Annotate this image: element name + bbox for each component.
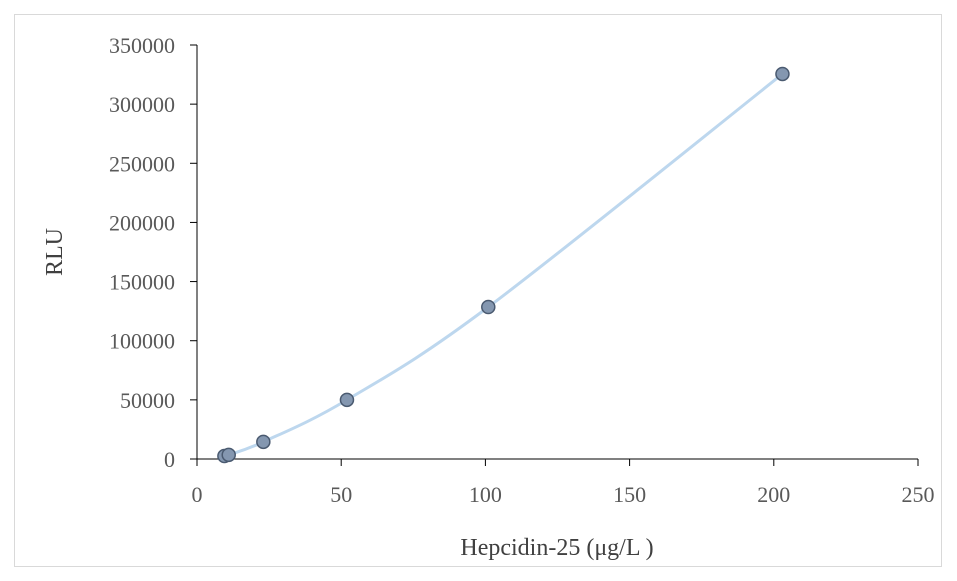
data-point	[775, 66, 790, 82]
trend-line	[222, 72, 784, 458]
y-tick-label: 150000	[109, 270, 175, 295]
label-layer: 0 50000 100000 150000 200000 250000 300000 3500…	[109, 33, 935, 507]
y-axis-title: RLU	[42, 228, 68, 276]
y-tick-label: 50000	[120, 388, 175, 413]
data-point	[221, 447, 236, 463]
y-tick-label: 100000	[109, 329, 175, 354]
x-tick-label: 200	[757, 482, 790, 507]
y-tick-label: 350000	[109, 33, 175, 58]
data-point	[256, 434, 271, 450]
x-tick-label: 150	[613, 482, 646, 507]
x-tick-label: 250	[902, 482, 935, 507]
y-tick-label: 200000	[109, 210, 175, 235]
y-tick-label: 0	[164, 447, 175, 472]
points-layer	[217, 66, 790, 464]
x-axis-title: Hepcidin-25 (μg/L )	[460, 535, 653, 561]
x-tick-label: 100	[469, 482, 502, 507]
chart-frame	[14, 14, 942, 567]
trend-layer	[222, 72, 784, 458]
data-point	[481, 299, 496, 315]
x-tick-label: 0	[192, 482, 203, 507]
data-point	[339, 392, 355, 408]
y-tick-label: 300000	[109, 92, 175, 117]
x-tick-label: 50	[330, 482, 352, 507]
axis-layer	[190, 44, 919, 466]
y-tick-label: 250000	[109, 151, 175, 176]
